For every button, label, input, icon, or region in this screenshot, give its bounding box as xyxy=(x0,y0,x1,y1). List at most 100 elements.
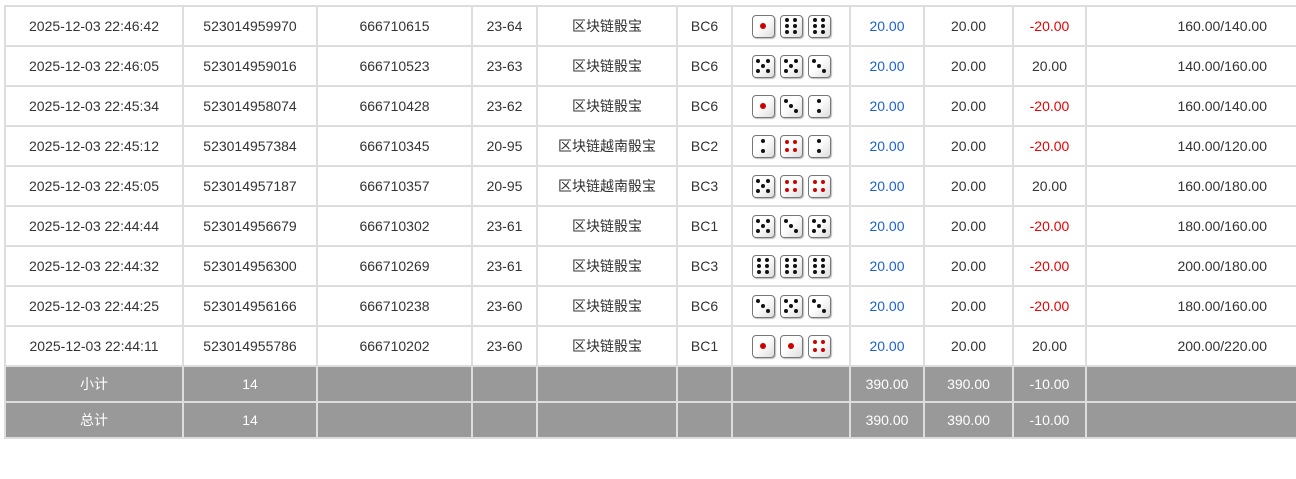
issue-number: 23-60 xyxy=(471,285,538,327)
empty-cell xyxy=(731,401,851,439)
total-count: 14 xyxy=(182,401,318,439)
table-name: BC3 xyxy=(676,245,733,287)
bet-time: 2025-12-03 22:44:44 xyxy=(4,205,184,247)
total-valid: 390.00 xyxy=(923,401,1014,439)
die-2-icon xyxy=(807,134,831,158)
empty-cell xyxy=(536,401,678,439)
order-number: 523014956166 xyxy=(182,285,318,327)
die-1-icon xyxy=(751,334,775,358)
bet-amount: 20.00 xyxy=(849,205,925,247)
round-number: 666710345 xyxy=(316,125,473,167)
table-row: 2025-12-03 22:45:34 523014958074 666710428… xyxy=(4,85,1296,127)
table-name: BC1 xyxy=(676,325,733,367)
bet-amount: 20.00 xyxy=(849,85,925,127)
dice-result xyxy=(731,45,851,87)
valid-amount: 20.00 xyxy=(923,45,1014,87)
die-4-icon xyxy=(807,334,831,358)
table-row: 2025-12-03 22:44:11 523014955786 666710202… xyxy=(4,325,1296,367)
die-5-icon xyxy=(751,54,775,78)
empty-cell xyxy=(316,401,473,439)
valid-amount: 20.00 xyxy=(923,285,1014,327)
subtotal-bet: 390.00 xyxy=(849,365,925,403)
dice-result xyxy=(731,325,851,367)
bet-time: 2025-12-03 22:46:05 xyxy=(4,45,184,87)
table-row: 2025-12-03 22:44:32 523014956300 666710269… xyxy=(4,245,1296,287)
round-number: 666710428 xyxy=(316,85,473,127)
empty-cell xyxy=(471,401,538,439)
valid-amount: 20.00 xyxy=(923,245,1014,287)
round-number: 666710357 xyxy=(316,165,473,207)
round-number: 666710238 xyxy=(316,285,473,327)
balance: 160.00/140.00 xyxy=(1085,5,1296,47)
balance: 160.00/180.00 xyxy=(1085,165,1296,207)
table-name: BC6 xyxy=(676,5,733,47)
order-number: 523014959970 xyxy=(182,5,318,47)
empty-cell xyxy=(676,365,733,403)
table-row: 2025-12-03 22:44:25 523014956166 666710238… xyxy=(4,285,1296,327)
issue-number: 23-61 xyxy=(471,245,538,287)
table-name: BC3 xyxy=(676,165,733,207)
empty-cell xyxy=(536,365,678,403)
table-row: 2025-12-03 22:44:44 523014956679 666710302… xyxy=(4,205,1296,247)
balance: 180.00/160.00 xyxy=(1085,205,1296,247)
table-row: 2025-12-03 22:45:12 523014957384 666710345… xyxy=(4,125,1296,167)
die-5-icon xyxy=(807,214,831,238)
dice-result xyxy=(731,285,851,327)
die-6-icon xyxy=(779,254,803,278)
order-number: 523014955786 xyxy=(182,325,318,367)
dice-result xyxy=(731,85,851,127)
dice-result xyxy=(731,125,851,167)
issue-number: 23-61 xyxy=(471,205,538,247)
bet-time: 2025-12-03 22:46:42 xyxy=(4,5,184,47)
order-number: 523014959016 xyxy=(182,45,318,87)
game-name: 区块链越南骰宝 xyxy=(536,165,678,207)
bet-time: 2025-12-03 22:44:25 xyxy=(4,285,184,327)
die-3-icon xyxy=(779,214,803,238)
balance: 160.00/140.00 xyxy=(1085,85,1296,127)
empty-cell xyxy=(1085,401,1296,439)
die-4-icon xyxy=(779,174,803,198)
die-1-icon xyxy=(751,14,775,38)
order-number: 523014956679 xyxy=(182,205,318,247)
bet-time: 2025-12-03 22:45:34 xyxy=(4,85,184,127)
balance: 200.00/220.00 xyxy=(1085,325,1296,367)
issue-number: 23-60 xyxy=(471,325,538,367)
win-loss: -20.00 xyxy=(1012,205,1087,247)
die-5-icon xyxy=(751,214,775,238)
die-5-icon xyxy=(779,294,803,318)
round-number: 666710523 xyxy=(316,45,473,87)
die-6-icon xyxy=(751,254,775,278)
bet-time: 2025-12-03 22:44:11 xyxy=(4,325,184,367)
balance: 200.00/180.00 xyxy=(1085,245,1296,287)
issue-number: 23-62 xyxy=(471,85,538,127)
bet-amount: 20.00 xyxy=(849,165,925,207)
die-5-icon xyxy=(751,174,775,198)
win-loss: 20.00 xyxy=(1012,45,1087,87)
bet-amount: 20.00 xyxy=(849,5,925,47)
bet-amount: 20.00 xyxy=(849,45,925,87)
total-row: 总计 14 390.00 390.00 -10.00 xyxy=(4,401,1296,439)
table-name: BC2 xyxy=(676,125,733,167)
win-loss: 20.00 xyxy=(1012,165,1087,207)
table-name: BC6 xyxy=(676,45,733,87)
valid-amount: 20.00 xyxy=(923,205,1014,247)
game-name: 区块链骰宝 xyxy=(536,45,678,87)
dice-result xyxy=(731,205,851,247)
valid-amount: 20.00 xyxy=(923,325,1014,367)
round-number: 666710269 xyxy=(316,245,473,287)
round-number: 666710202 xyxy=(316,325,473,367)
order-number: 523014957384 xyxy=(182,125,318,167)
bet-time: 2025-12-03 22:45:12 xyxy=(4,125,184,167)
game-name: 区块链越南骰宝 xyxy=(536,125,678,167)
die-4-icon xyxy=(807,174,831,198)
issue-number: 23-64 xyxy=(471,5,538,47)
table-row: 2025-12-03 22:45:05 523014957187 666710357… xyxy=(4,165,1296,207)
bet-amount: 20.00 xyxy=(849,125,925,167)
issue-number: 20-95 xyxy=(471,125,538,167)
order-number: 523014957187 xyxy=(182,165,318,207)
order-number: 523014956300 xyxy=(182,245,318,287)
bet-amount: 20.00 xyxy=(849,245,925,287)
table-row: 2025-12-03 22:46:05 523014959016 666710523… xyxy=(4,45,1296,87)
die-6-icon xyxy=(779,14,803,38)
die-6-icon xyxy=(807,254,831,278)
